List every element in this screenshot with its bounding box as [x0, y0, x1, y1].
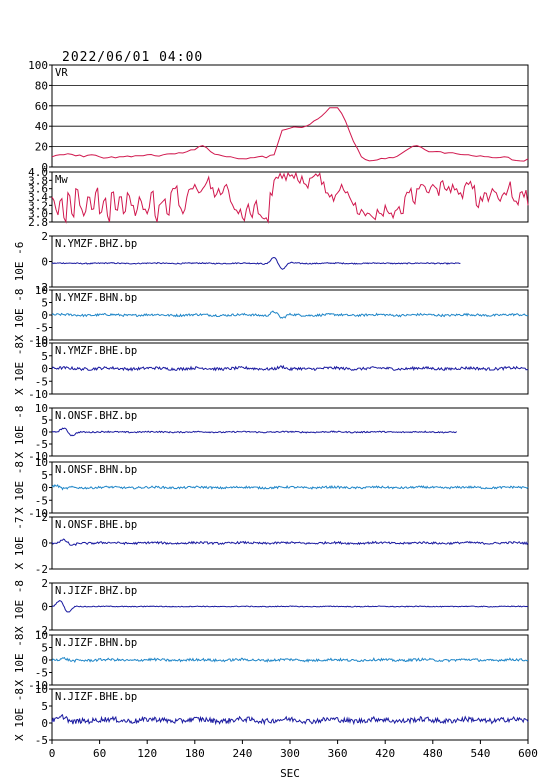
- series-label: N.JIZF.BHN.bp: [55, 637, 137, 649]
- x-tick-label: 540: [470, 747, 490, 760]
- datetime-title: 2022/06/01 04:00: [62, 50, 204, 65]
- y-tick-label: -10: [28, 507, 48, 520]
- series-line: [51, 427, 457, 437]
- series-line: [51, 600, 529, 613]
- x-tick-label: 420: [375, 747, 395, 760]
- y-tick-label: 3.4: [28, 191, 48, 204]
- series-label: N.JIZF.BHE.bp: [55, 691, 137, 703]
- series-label: Mw: [55, 174, 68, 186]
- y-tick-label: 3.8: [28, 174, 48, 187]
- y-tick-label: 10: [35, 337, 48, 350]
- y-axis-label: X 10E -8: [13, 342, 26, 395]
- y-tick-label: 5: [41, 642, 48, 655]
- y-tick-label: -5: [35, 438, 48, 451]
- x-tick-label: 240: [232, 747, 252, 760]
- series-label: N.ONSF.BHZ.bp: [55, 410, 137, 422]
- y-axis-label: X 10E -8: [13, 406, 26, 459]
- series-label: N.ONSF.BHE.bp: [55, 519, 137, 531]
- series-line: [51, 538, 529, 547]
- y-tick-label: 60: [35, 100, 48, 113]
- x-tick-label: 360: [328, 747, 348, 760]
- y-tick-label: 5: [41, 700, 48, 713]
- y-tick-label: 10: [35, 683, 48, 696]
- y-tick-label: 0: [41, 309, 48, 322]
- y-axis-label: X 10E -8: [13, 688, 26, 741]
- y-tick-label: 2: [41, 511, 48, 524]
- series-line: [51, 256, 461, 270]
- series-label: N.YMZF.BHE.bp: [55, 345, 137, 357]
- y-tick-label: -2: [35, 624, 48, 637]
- series-line: [51, 484, 529, 491]
- x-tick-label: 480: [423, 747, 443, 760]
- y-tick-label: 3.6: [28, 183, 48, 196]
- y-tick-label: -10: [28, 388, 48, 401]
- y-tick-label: 100: [28, 59, 48, 72]
- x-tick-label: 180: [185, 747, 205, 760]
- y-tick-label: -10: [28, 334, 48, 347]
- y-tick-label: 0: [41, 363, 48, 376]
- x-tick-label: 120: [137, 747, 157, 760]
- y-tick-label: 2: [41, 230, 48, 243]
- series-label: N.YMZF.BHN.bp: [55, 292, 137, 304]
- y-tick-label: 3.2: [28, 199, 48, 212]
- x-axis-label: SEC: [280, 767, 300, 780]
- x-tick-label: 0: [49, 747, 56, 760]
- y-axis-label: 10E -6: [13, 242, 26, 282]
- y-tick-label: 4.0: [28, 166, 48, 179]
- y-tick-label: 3.0: [28, 208, 48, 221]
- y-tick-label: -5: [35, 375, 48, 388]
- y-tick-label: 10: [35, 456, 48, 469]
- series-label: VR: [55, 67, 68, 79]
- y-tick-label: 10: [35, 284, 48, 297]
- y-tick-label: 0: [41, 161, 48, 174]
- y-tick-label: 0: [41, 537, 48, 550]
- x-tick-label: 600: [518, 747, 538, 760]
- series-line: [51, 714, 529, 726]
- y-tick-label: 40: [35, 120, 48, 133]
- y-tick-label: -2: [35, 281, 48, 294]
- y-tick-label: 0: [41, 601, 48, 614]
- y-axis-label: X 10E -8: [13, 461, 26, 514]
- series-label: N.YMZF.BHZ.bp: [55, 238, 137, 250]
- y-tick-label: -10: [28, 450, 48, 463]
- y-axis-label: X 10E -7: [13, 517, 26, 570]
- series-line: [51, 656, 529, 663]
- series-label: N.JIZF.BHZ.bp: [55, 585, 137, 597]
- y-tick-label: -5: [35, 494, 48, 507]
- panel-frame: [51, 171, 529, 223]
- series-line: [51, 171, 529, 224]
- series-label: N.ONSF.BHN.bp: [55, 464, 137, 476]
- y-tick-label: -5: [35, 322, 48, 335]
- y-tick-label: 0: [41, 482, 48, 495]
- y-axis-label: X 10E -8: [13, 580, 26, 633]
- y-axis-label: X 10E -8: [13, 634, 26, 687]
- y-axis-label: X 10E -8: [13, 289, 26, 342]
- y-tick-label: 5: [41, 414, 48, 427]
- y-tick-label: 80: [35, 79, 48, 92]
- y-tick-label: 0: [41, 256, 48, 269]
- x-tick-label: 60: [93, 747, 106, 760]
- y-tick-label: 0: [41, 654, 48, 667]
- series-line: [51, 364, 529, 372]
- y-tick-label: -2: [35, 563, 48, 576]
- y-tick-label: 5: [41, 469, 48, 482]
- y-tick-label: 2.8: [28, 216, 48, 229]
- y-tick-label: 0: [41, 717, 48, 730]
- y-tick-label: 2: [41, 577, 48, 590]
- y-tick-label: 10: [35, 402, 48, 415]
- y-tick-label: 10: [35, 629, 48, 642]
- series-line: [51, 107, 529, 162]
- y-tick-label: 0: [41, 426, 48, 439]
- series-line: [51, 310, 529, 319]
- y-tick-label: 20: [35, 141, 48, 154]
- y-tick-label: -10: [28, 679, 48, 692]
- y-tick-label: -5: [35, 734, 48, 747]
- y-tick-label: -5: [35, 667, 48, 680]
- panel-frame: [51, 64, 529, 168]
- x-tick-label: 300: [280, 747, 300, 760]
- y-tick-label: 5: [41, 297, 48, 310]
- y-tick-label: 5: [41, 350, 48, 363]
